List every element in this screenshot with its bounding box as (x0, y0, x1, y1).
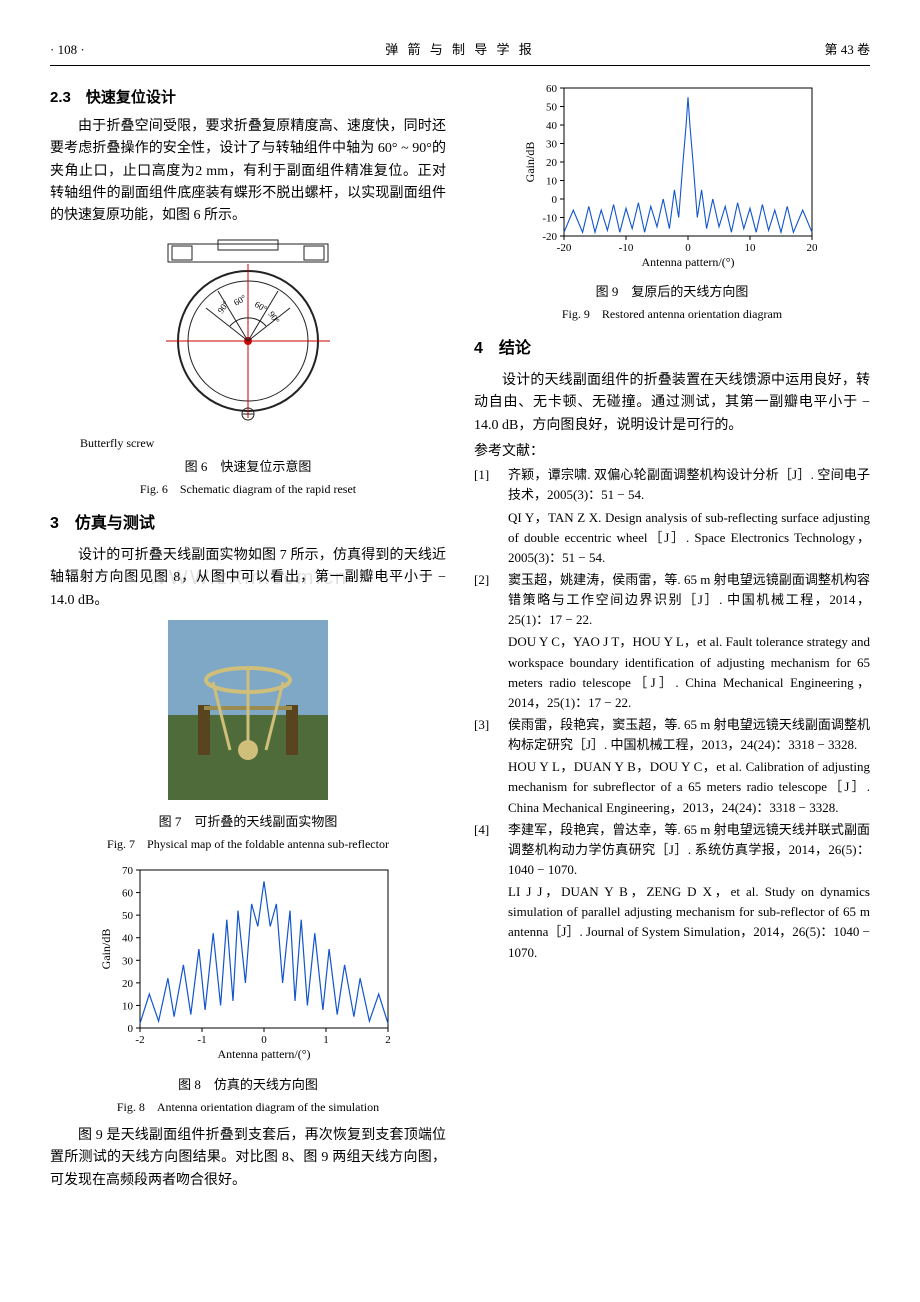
fig6-caption-en: Fig. 6 Schematic diagram of the rapid re… (50, 480, 446, 499)
ref-body: 窦玉超，姚建涛，侯雨雷，等. 65 m 射电望远镜副面调整机构容错策略与工作空间… (508, 570, 870, 713)
svg-text:40: 40 (546, 120, 558, 132)
page-header: · 108 · 弹 箭 与 制 导 学 报 第 43 卷 (50, 40, 870, 66)
svg-text:60: 60 (546, 83, 558, 95)
para-right-intro: 图 9 是天线副面组件折叠到支套后，再次恢复到支套顶端位置所测试的天线方向图结果… (50, 1125, 446, 1192)
fig6-label: Butterfly screw (80, 434, 446, 453)
fig7-caption-en: Fig. 7 Physical map of the foldable ante… (50, 835, 446, 854)
references-list: [1] 齐颖，谭宗啸. 双偏心轮副面调整机构设计分析［J］. 空间电子技术，20… (474, 465, 870, 962)
watermark-block: 设计的可折叠天线副面实物如图 7 所示，仿真得到的天线近轴辐射方向图见图 8，从… (50, 545, 446, 612)
ref-body: 齐颖，谭宗啸. 双偏心轮副面调整机构设计分析［J］. 空间电子技术，2005(3… (508, 465, 870, 568)
fig8-caption-cn: 图 8 仿真的天线方向图 (50, 1075, 446, 1096)
svg-text:-10: -10 (619, 242, 634, 254)
svg-text:60: 60 (122, 888, 134, 900)
svg-text:Gain/dB: Gain/dB (523, 141, 537, 182)
journal-title: 弹 箭 与 制 导 学 报 (130, 40, 790, 61)
svg-text:30: 30 (546, 138, 558, 150)
svg-text:-10: -10 (542, 212, 557, 224)
svg-text:10: 10 (546, 175, 558, 187)
ref-body: 侯雨雷，段艳宾，窦玉超，等. 65 m 射电望远镜天线副面调整机构标定研究［J］… (508, 715, 870, 818)
svg-text:0: 0 (261, 1034, 267, 1046)
para-3-1: 设计的可折叠天线副面实物如图 7 所示，仿真得到的天线近轴辐射方向图见图 8，从… (50, 545, 446, 612)
reference-item: [4] 李建军，段艳宾，曾达幸，等. 65 m 射电望远镜天线并联式副面调整机构… (474, 820, 870, 963)
ref-body: 李建军，段艳宾，曾达幸，等. 65 m 射电望远镜天线并联式副面调整机构动力学仿… (508, 820, 870, 963)
svg-text:90°: 90° (266, 309, 282, 325)
ref-en: LI J J，DUAN Y B，ZENG D X，et al. Study on… (508, 882, 870, 963)
heading-2-3: 2.3 快速复位设计 (50, 86, 446, 110)
fig7-photo (168, 620, 328, 800)
svg-text:40: 40 (122, 933, 134, 945)
svg-text:10: 10 (122, 1001, 134, 1013)
reference-item: [1] 齐颖，谭宗啸. 双偏心轮副面调整机构设计分析［J］. 空间电子技术，20… (474, 465, 870, 568)
fig6-diagram: 90° 60° 60° 90° (158, 236, 338, 426)
svg-text:60°: 60° (253, 299, 269, 314)
svg-text:60°: 60° (232, 292, 248, 307)
two-column-body: 2.3 快速复位设计 由于折叠空间受限，要求折叠复原精度高、速度快，同时还要考虑… (50, 80, 870, 1240)
svg-text:70: 70 (122, 865, 134, 877)
svg-text:20: 20 (546, 157, 558, 169)
svg-text:20: 20 (807, 242, 819, 254)
heading-3: 3 仿真与测试 (50, 511, 446, 537)
ref-cn: 齐颖，谭宗啸. 双偏心轮副面调整机构设计分析［J］. 空间电子技术，2005(3… (508, 465, 870, 505)
svg-text:Antenna pattern/(°): Antenna pattern/(°) (217, 1047, 310, 1061)
reference-item: [2] 窦玉超，姚建涛，侯雨雷，等. 65 m 射电望远镜副面调整机构容错策略与… (474, 570, 870, 713)
heading-4: 4 结论 (474, 336, 870, 362)
page-number: · 108 · (50, 40, 130, 61)
ref-num: [2] (474, 570, 508, 713)
ref-en: DOU Y C，YAO J T，HOU Y L，et al. Fault tol… (508, 632, 870, 713)
svg-text:50: 50 (546, 101, 558, 113)
para-2-3-1: 由于折叠空间受限，要求折叠复原精度高、速度快，同时还要考虑折叠操作的安全性，设计… (50, 116, 446, 228)
ref-en: HOU Y L，DUAN Y B，DOU Y C，et al. Calibrat… (508, 757, 870, 817)
ref-cn: 侯雨雷，段艳宾，窦玉超，等. 65 m 射电望远镜天线副面调整机构标定研究［J］… (508, 715, 870, 755)
fig6-caption-cn: 图 6 快速复位示意图 (50, 457, 446, 478)
svg-text:Gain/dB: Gain/dB (99, 929, 113, 970)
svg-text:90°: 90° (215, 299, 231, 315)
figure-8: -2-1012010203040506070Antenna pattern/(°… (50, 862, 446, 1116)
svg-text:1: 1 (323, 1034, 329, 1046)
fig8-caption-en: Fig. 8 Antenna orientation diagram of th… (50, 1098, 446, 1117)
svg-text:10: 10 (745, 242, 757, 254)
svg-text:-20: -20 (557, 242, 572, 254)
svg-text:20: 20 (122, 978, 134, 990)
svg-text:0: 0 (685, 242, 691, 254)
fig9-caption-en: Fig. 9 Restored antenna orientation diag… (474, 305, 870, 324)
reference-item: [3] 侯雨雷，段艳宾，窦玉超，等. 65 m 射电望远镜天线副面调整机构标定研… (474, 715, 870, 818)
svg-text:0: 0 (128, 1023, 134, 1035)
volume: 第 43 卷 (790, 40, 870, 61)
fig8-chart: -2-1012010203040506070Antenna pattern/(°… (98, 862, 398, 1070)
figure-7: 图 7 可折叠的天线副面实物图 Fig. 7 Physical map of t… (50, 620, 446, 854)
ref-en: QI Y，TAN Z X. Design analysis of sub-ref… (508, 508, 870, 568)
svg-text:2: 2 (385, 1034, 391, 1046)
ref-num: [3] (474, 715, 508, 818)
references-title: 参考文献： (474, 441, 870, 463)
svg-text:0: 0 (552, 194, 558, 206)
ref-cn: 李建军，段艳宾，曾达幸，等. 65 m 射电望远镜天线并联式副面调整机构动力学仿… (508, 820, 870, 880)
fig9-caption-cn: 图 9 复原后的天线方向图 (474, 282, 870, 303)
fig7-caption-cn: 图 7 可折叠的天线副面实物图 (50, 812, 446, 833)
figure-9: -20 -10 0 10 20 -20 -10 0 10 20 30 40 50 60 Antenna pa… (474, 80, 870, 324)
ref-num: [4] (474, 820, 508, 963)
para-4-1: 设计的天线副面组件的折叠装置在天线馈源中运用良好，转动自由、无卡顿、无碰撞。通过… (474, 370, 870, 437)
ref-num: [1] (474, 465, 508, 568)
svg-text:-2: -2 (135, 1034, 144, 1046)
ref-cn: 窦玉超，姚建涛，侯雨雷，等. 65 m 射电望远镜副面调整机构容错策略与工作空间… (508, 570, 870, 630)
fig9-chart: -20 -10 0 10 20 -20 -10 0 10 20 30 40 50 60 Antenna pa… (522, 80, 822, 278)
figure-6: 90° 60° 60° 90° Butterfly screw 图 6 快速复位… (50, 236, 446, 500)
svg-text:-1: -1 (197, 1034, 206, 1046)
svg-text:-20: -20 (542, 231, 557, 243)
svg-text:50: 50 (122, 911, 134, 923)
svg-text:30: 30 (122, 956, 134, 968)
svg-text:Antenna pattern/(°): Antenna pattern/(°) (641, 255, 734, 269)
